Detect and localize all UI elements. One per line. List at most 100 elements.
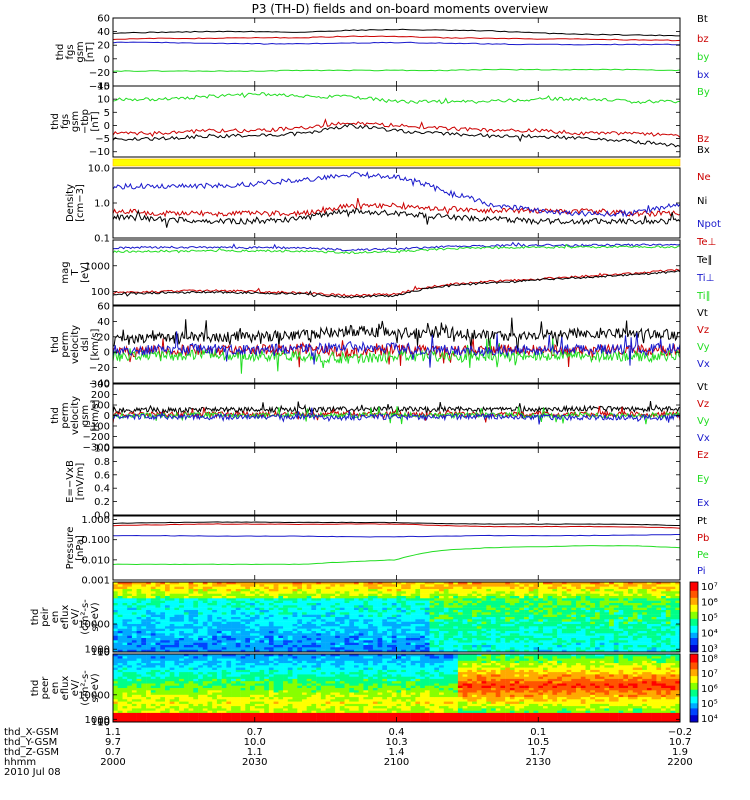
series-pressure-Pi — [112, 534, 680, 538]
spec-cell — [613, 647, 619, 650]
legend-pressure-Pt: Pt — [697, 516, 707, 527]
colorbar-cell — [690, 585, 698, 588]
spec-cell — [571, 589, 577, 592]
spec-cell — [325, 584, 331, 587]
spec-cell — [264, 582, 270, 585]
spec-cell — [439, 600, 444, 604]
spec-cell — [165, 612, 170, 615]
spec-cell — [146, 669, 152, 673]
spec-cell — [311, 584, 317, 587]
spec-cell — [524, 619, 530, 622]
spec-cell — [429, 624, 435, 627]
spec-cell — [372, 596, 378, 599]
spec-cell — [543, 607, 548, 611]
spec-cell — [519, 621, 525, 625]
spec-cell — [254, 596, 260, 599]
spec-cell — [179, 614, 185, 618]
spec-cell — [202, 717, 208, 721]
spec-cell — [580, 586, 586, 590]
spec-cell — [372, 624, 378, 627]
spec-cell — [202, 694, 208, 698]
spec-cell — [410, 640, 416, 643]
spec-cell — [443, 635, 449, 639]
spec-cell — [405, 586, 411, 590]
spec-cell — [160, 584, 166, 587]
spec-cell — [155, 688, 161, 691]
spec-cell — [160, 656, 166, 659]
spec-cell — [566, 645, 572, 648]
spec-cell — [646, 603, 652, 606]
spec-cell — [169, 642, 175, 646]
spec-cell — [212, 610, 218, 613]
spec-cell — [207, 647, 213, 650]
spec-cell — [391, 645, 397, 648]
spec-cell — [117, 619, 123, 622]
spec-cell — [283, 610, 289, 613]
spec-cell — [250, 607, 255, 611]
spec-cell — [476, 610, 482, 613]
spec-cell — [656, 591, 662, 594]
spec-cell — [429, 638, 435, 641]
colorbar-cell — [690, 587, 698, 590]
spec-cell — [632, 603, 638, 606]
spec-cell — [169, 610, 175, 613]
spec-cell — [491, 605, 496, 608]
spec-cell — [264, 708, 270, 711]
spec-cell — [188, 649, 194, 653]
spec-cell — [188, 692, 194, 696]
spec-cell — [387, 626, 392, 629]
spec-cell — [443, 600, 449, 604]
spec-cell — [174, 710, 180, 714]
spec-cell — [160, 638, 166, 641]
spec-cell — [434, 633, 440, 636]
spec-cell — [226, 708, 232, 711]
spec-cell — [188, 621, 194, 625]
spec-cell — [226, 715, 232, 718]
spec-cell — [165, 647, 170, 650]
spec-cell — [335, 626, 341, 629]
spec-cell — [590, 584, 596, 587]
spec-cell — [155, 628, 161, 632]
spec-cell — [457, 638, 463, 641]
spec-cell — [528, 614, 534, 618]
spec-cell — [235, 589, 241, 592]
spec-cell — [231, 612, 237, 615]
spec-cell — [405, 582, 411, 585]
spec-cell — [519, 617, 525, 620]
spec-cell — [278, 624, 284, 627]
spec-cell — [424, 633, 430, 636]
spec-cell — [141, 593, 147, 597]
spec-cell — [543, 586, 548, 590]
spec-cell — [169, 593, 175, 597]
spec-cell — [349, 612, 355, 615]
spec-cell — [656, 640, 662, 643]
spec-cell — [585, 621, 591, 625]
spec-cell — [150, 614, 156, 618]
spec-cell — [259, 612, 265, 615]
spec-cell — [226, 612, 232, 615]
spec-cell — [453, 584, 459, 587]
spec-cell — [136, 628, 142, 632]
spec-cell — [216, 617, 222, 620]
spec-cell — [141, 654, 147, 657]
spec-cell — [226, 699, 232, 702]
spec-cell — [131, 610, 137, 613]
spec-cell — [292, 624, 298, 627]
spec-cell — [665, 647, 671, 650]
spec-cell — [580, 614, 586, 618]
spec-cell — [566, 605, 572, 608]
spec-cell — [632, 593, 638, 597]
spec-cell — [316, 626, 322, 629]
spec-cell — [481, 628, 487, 632]
spec-cell — [188, 598, 194, 601]
spec-cell — [165, 614, 170, 618]
spec-cell — [311, 596, 317, 599]
spec-cell — [122, 676, 128, 680]
spec-cell — [675, 621, 681, 625]
spec-cell — [585, 633, 591, 636]
spec-cell — [439, 640, 444, 643]
spec-cell — [221, 645, 227, 648]
spec-cell — [457, 642, 463, 646]
spec-cell — [169, 586, 175, 590]
spec-cell — [491, 642, 496, 646]
